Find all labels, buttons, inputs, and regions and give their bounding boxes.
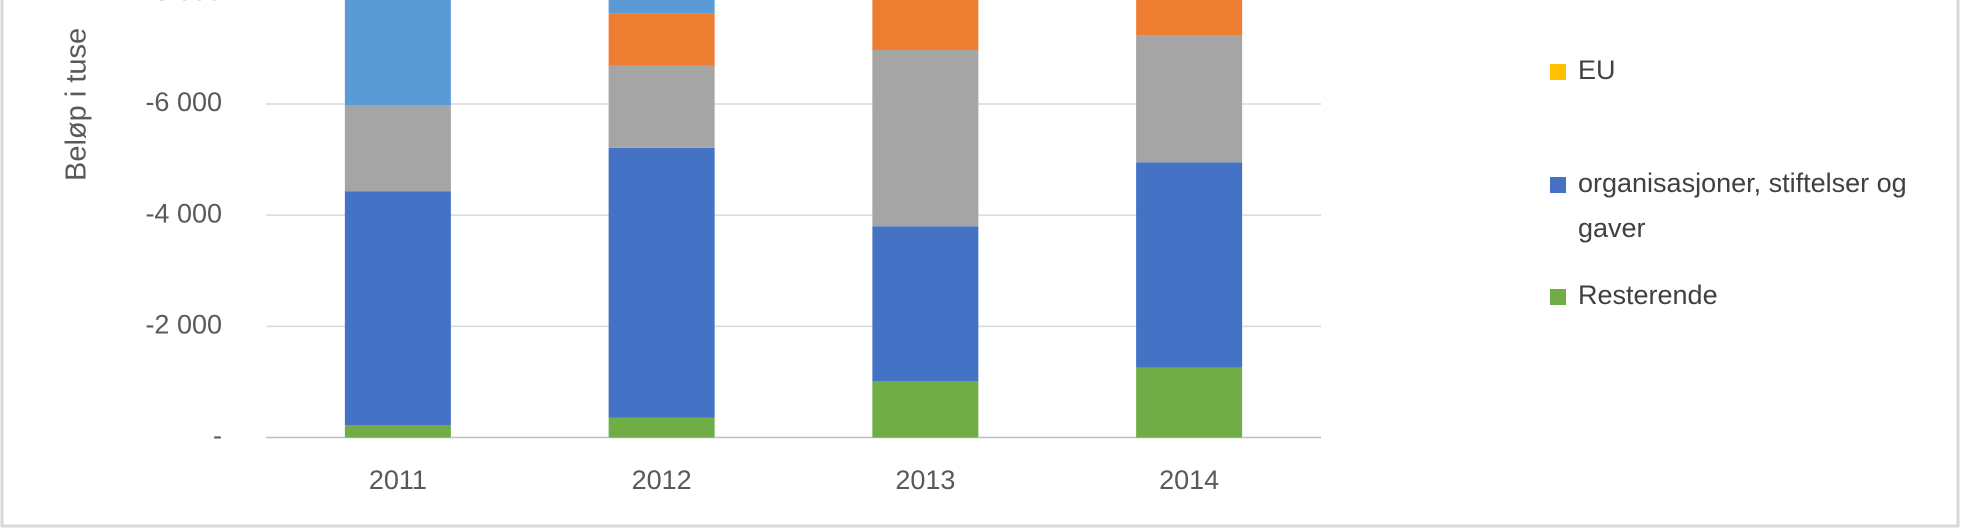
bar-segment (1136, 162, 1243, 368)
x-tick-label: 2013 (895, 465, 955, 495)
bar-segment (608, 0, 715, 14)
y-tick-label: - (213, 421, 222, 451)
y-axis-title: Beløp i tuse (61, 28, 93, 181)
bar-segment (344, 105, 451, 192)
bar-segment (608, 13, 715, 66)
legend: EU organisasjoner, stiftelser og gaver Rest… (1550, 55, 1907, 310)
bar-segment (872, 381, 979, 438)
legend-swatch (1550, 289, 1566, 305)
x-tick-label: 2012 (632, 465, 692, 495)
bar-segment (344, 0, 451, 106)
bar-segment (872, 226, 979, 382)
x-tick-label: 2014 (1159, 465, 1219, 495)
bar-segment (608, 147, 715, 418)
bar-segment (1136, 35, 1243, 163)
bar-segment (608, 65, 715, 148)
y-tick-label: -8 000 (145, 0, 222, 6)
y-tick-label: -4 000 (145, 198, 222, 228)
y-tick-label: -6 000 (145, 87, 222, 117)
bar-segment (872, 50, 979, 227)
bar-segment (344, 424, 451, 438)
bar-segment (1136, 0, 1243, 36)
legend-swatch (1550, 177, 1566, 193)
bar-segment (1136, 367, 1243, 438)
bars (344, 0, 1243, 438)
legend-label: Resterende (1578, 280, 1718, 310)
labels: - -2 000 -4 000 -6 000 -8 000 2011 2012 2013 201… (145, 0, 1219, 495)
bar-segment (344, 191, 451, 425)
legend-label: organisasjoner, stiftelser og gaver (1578, 168, 1907, 243)
bar-segment (608, 417, 715, 438)
legend-label: EU (1578, 55, 1616, 85)
bar-segment (872, 0, 979, 51)
x-tick-label: 2011 (369, 465, 427, 495)
y-tick-label: -2 000 (145, 309, 222, 339)
legend-swatch (1550, 64, 1566, 80)
